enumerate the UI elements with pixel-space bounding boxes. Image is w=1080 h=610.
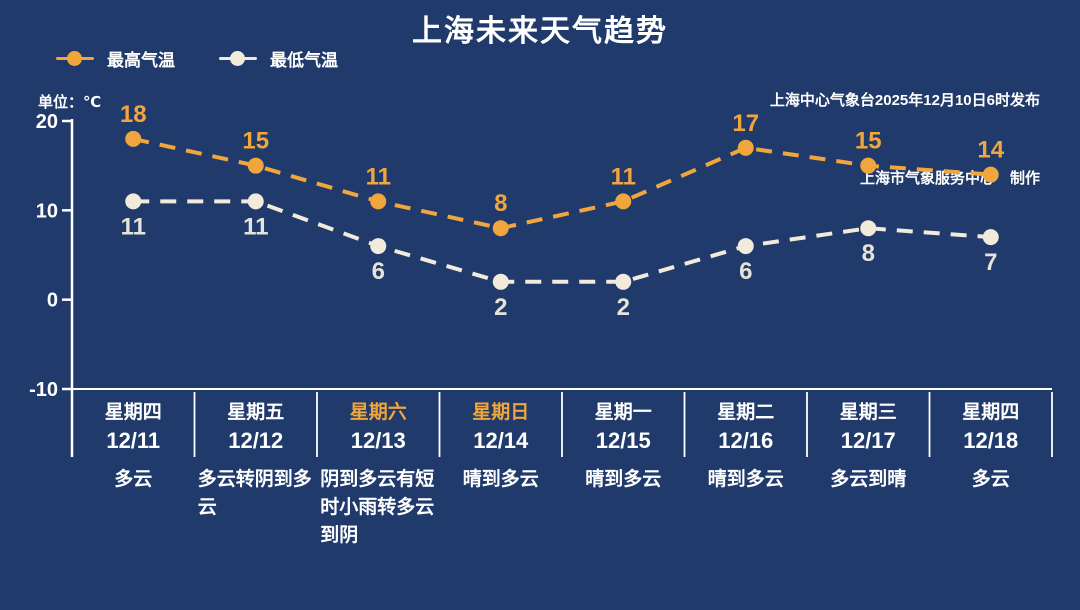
day-column: 星期三 12/17 多云到晴 bbox=[807, 394, 930, 550]
max-temp-marker-icon bbox=[56, 50, 94, 67]
y-axis-tick-label: 10 bbox=[36, 200, 58, 222]
max-temp-value-label: 8 bbox=[494, 190, 507, 217]
publisher-info: 上海中心气象台2025年12月10日6时发布 上海市气象服务中心 制作 bbox=[770, 36, 1040, 218]
max-temp-value-label: 11 bbox=[611, 163, 636, 190]
date-label: 12/11 bbox=[106, 428, 161, 453]
max-temp-value-label: 18 bbox=[120, 101, 147, 128]
weather-label: 多云转阴到多云 bbox=[197, 469, 312, 518]
max-temp-value-label: 11 bbox=[366, 163, 391, 190]
weather-label: 晴到多云 bbox=[707, 469, 784, 490]
weekday-label: 星期五 bbox=[227, 402, 285, 423]
y-axis-tick-label: 20 bbox=[36, 111, 58, 133]
date-label: 12/15 bbox=[595, 428, 651, 453]
day-column: 星期六 12/13 阴到多云有短时小雨转多云到阴 bbox=[317, 394, 440, 550]
weekday-label: 星期四 bbox=[962, 402, 1020, 423]
min-temp-point bbox=[615, 273, 632, 290]
max-temp-value-label: 17 bbox=[732, 110, 759, 137]
weekday-label: 星期三 bbox=[839, 402, 897, 423]
min-temp-point bbox=[247, 193, 264, 210]
weekday-label: 星期六 bbox=[349, 402, 407, 423]
max-temp-point bbox=[737, 139, 754, 156]
weekday-label: 星期二 bbox=[717, 402, 775, 423]
weather-label: 阴到多云有短时小雨转多云到阴 bbox=[320, 469, 435, 546]
max-temp-value-label: 15 bbox=[242, 128, 269, 155]
day-column: 星期四 12/18 多云 bbox=[930, 394, 1053, 550]
day-band: 星期四 12/11 多云 星期五 12/12 多云转阴到多云 星期六 12/13 阴到多云有短时… bbox=[72, 394, 1052, 550]
max-temp-point bbox=[125, 130, 142, 147]
min-temp-point bbox=[370, 238, 387, 255]
max-temp-line bbox=[132, 136, 991, 231]
date-label: 12/16 bbox=[718, 428, 774, 453]
day-column: 星期二 12/16 晴到多云 bbox=[685, 394, 808, 550]
min-temp-point bbox=[492, 273, 509, 290]
legend-label-max-temp: 最高气温 bbox=[107, 51, 175, 70]
unit-label: 单位：℃ bbox=[38, 94, 102, 111]
day-column: 星期一 12/15 晴到多云 bbox=[562, 394, 685, 550]
legend-label-min-temp: 最低气温 bbox=[270, 51, 338, 70]
weather-label: 晴到多云 bbox=[585, 469, 662, 490]
date-label: 12/13 bbox=[350, 428, 406, 453]
legend-item-min-temp: 最低气温 bbox=[219, 46, 338, 71]
max-temp-point bbox=[370, 193, 387, 210]
publisher-line-2: 上海市气象服务中心 制作 bbox=[859, 170, 1040, 187]
min-temp-value-label: 6 bbox=[739, 258, 752, 285]
date-label: 12/14 bbox=[473, 428, 529, 453]
date-label: 12/12 bbox=[228, 428, 284, 453]
max-temp-point bbox=[492, 220, 509, 237]
max-temp-value-label: 15 bbox=[855, 128, 882, 155]
min-temp-value-label: 11 bbox=[121, 213, 146, 240]
legend-item-max-temp: 最高气温 bbox=[56, 46, 175, 71]
max-temp-point bbox=[615, 193, 632, 210]
weekday-label: 星期日 bbox=[472, 402, 530, 423]
max-temp-point bbox=[247, 157, 264, 174]
weekday-label: 星期四 bbox=[104, 402, 162, 423]
day-column: 星期日 12/14 晴到多云 bbox=[440, 394, 563, 550]
min-temp-point bbox=[125, 193, 142, 210]
min-temp-point bbox=[982, 229, 999, 246]
y-axis-tick-label: 0 bbox=[47, 290, 58, 312]
min-temp-point bbox=[737, 238, 754, 255]
day-column: 星期五 12/12 多云转阴到多云 bbox=[195, 394, 318, 550]
weather-label: 多云 bbox=[114, 469, 153, 490]
date-label: 12/17 bbox=[840, 428, 896, 453]
weather-label: 多云到晴 bbox=[830, 469, 907, 490]
max-temp-point bbox=[860, 157, 877, 174]
min-temp-value-label: 11 bbox=[243, 213, 268, 240]
min-temp-point bbox=[860, 220, 877, 237]
min-temp-value-label: 2 bbox=[617, 294, 630, 321]
day-column: 星期四 12/11 多云 bbox=[72, 394, 195, 550]
max-temp-point bbox=[982, 166, 999, 183]
min-temp-line bbox=[133, 199, 991, 284]
weather-label: 多云 bbox=[971, 469, 1010, 490]
page-title: 上海未来天气趋势 bbox=[412, 15, 668, 48]
min-temp-marker-icon bbox=[219, 50, 257, 67]
y-axis-tick-label: -10 bbox=[29, 379, 58, 401]
date-label: 12/18 bbox=[963, 428, 1019, 453]
weekday-label: 星期一 bbox=[594, 402, 652, 423]
min-temp-value-label: 2 bbox=[494, 294, 507, 321]
publisher-line-1: 上海中心气象台2025年12月10日6时发布 bbox=[769, 92, 1040, 109]
min-temp-value-label: 8 bbox=[862, 240, 875, 267]
chart-legend: 最高气温 最低气温 bbox=[56, 46, 338, 71]
min-temp-value-label: 6 bbox=[372, 258, 385, 285]
min-temp-value-label: 7 bbox=[984, 249, 997, 276]
weather-label: 晴到多云 bbox=[462, 469, 539, 490]
max-temp-value-label: 14 bbox=[977, 137, 1004, 164]
